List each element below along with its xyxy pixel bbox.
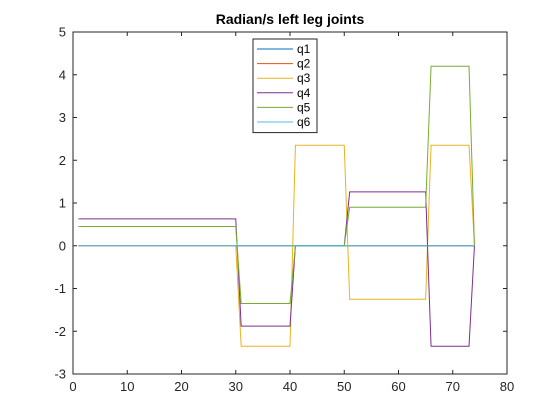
series-line-q3 [78, 144, 475, 347]
legend-label-q3: q3 [297, 71, 311, 85]
chart-title: Radian/s left leg joints [216, 11, 365, 27]
axes-layer: 0 10 20 30 40 50 60 70 80 -3 -2 -1 0 1 2 3 4 5 [54, 25, 514, 395]
x-tick-label: 50 [337, 379, 351, 394]
legend-label-q6: q6 [297, 115, 311, 129]
x-tick-label: 60 [391, 379, 405, 394]
legend-label-q1: q1 [297, 42, 311, 56]
x-tick-label: 40 [283, 379, 297, 394]
y-tick-label: -3 [54, 367, 66, 382]
x-tick-label: 80 [500, 379, 514, 394]
y-tick-label: 2 [59, 153, 66, 168]
y-tick-label: 1 [59, 196, 66, 211]
y-tick-label: -1 [54, 281, 66, 296]
x-tick-label: 20 [174, 379, 188, 394]
x-tick-label: 0 [69, 379, 76, 394]
x-tick-label: 10 [120, 379, 134, 394]
legend-box [252, 38, 318, 134]
x-tick-label: 70 [446, 379, 460, 394]
y-tick-label: 5 [59, 25, 66, 40]
y-tick-label: 0 [59, 238, 66, 253]
legend-label-q4: q4 [297, 86, 311, 100]
series-layer [78, 65, 475, 347]
x-tick-label: 30 [229, 379, 243, 394]
y-tick-label: 4 [59, 67, 66, 82]
legend-label-q2: q2 [297, 57, 311, 71]
legend-label-q5: q5 [297, 100, 311, 114]
y-tick-label: 3 [59, 110, 66, 125]
y-tick-label: -2 [54, 324, 66, 339]
